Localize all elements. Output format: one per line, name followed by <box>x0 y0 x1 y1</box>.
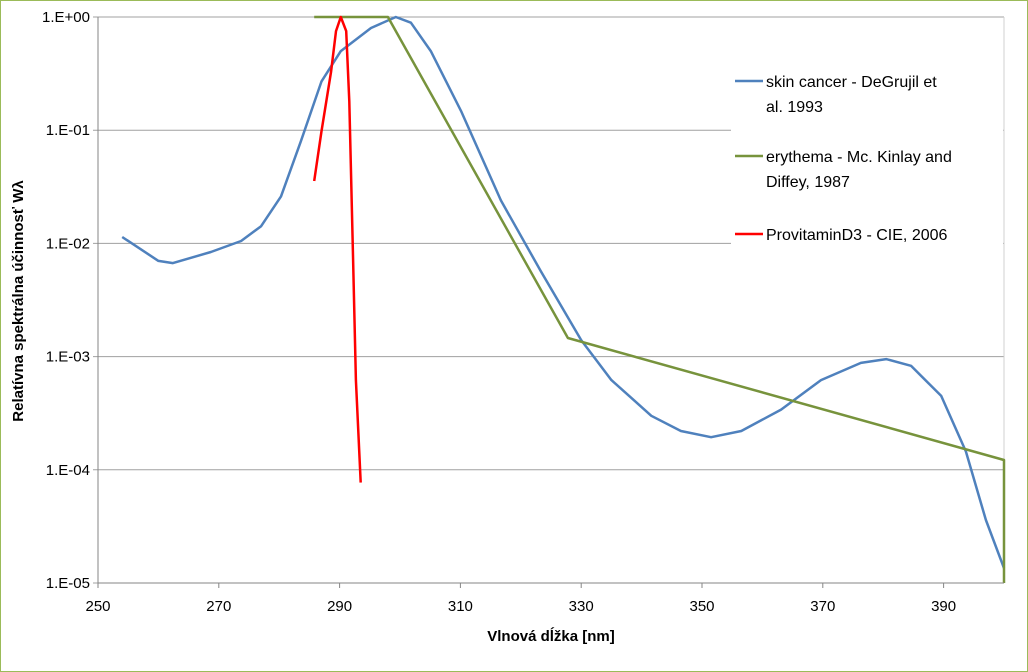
y-tick-label: 1.E+00 <box>42 9 90 26</box>
legend-label: erythema - Mc. Kinlay and <box>766 149 952 166</box>
x-tick-label: 250 <box>85 598 110 615</box>
legend: skin cancer - DeGrujil et al. 1993 erythem… <box>735 74 952 244</box>
y-tick-label: 1.E-04 <box>46 462 90 479</box>
legend-background <box>731 61 1003 261</box>
x-tick-label: 390 <box>931 598 956 615</box>
legend-label: al. 1993 <box>766 99 823 116</box>
legend-label: ProvitaminD3 - CIE, 2006 <box>766 227 948 244</box>
y-axis-label: Relatívna spektrálna účinnosť Wλ <box>10 180 27 422</box>
x-tick-label: 370 <box>810 598 835 615</box>
x-axis-label: Vlnová dĺžka [nm] <box>487 627 615 645</box>
x-tick-label: 270 <box>206 598 231 615</box>
x-tick-label: 330 <box>569 598 594 615</box>
y-tick-label: 1.E-01 <box>46 122 90 139</box>
legend-label: Diffey, 1987 <box>766 174 850 191</box>
series-line-0 <box>121 15 1006 569</box>
series-line-2 <box>312 15 362 483</box>
y-tick-label: 1.E-05 <box>46 575 90 592</box>
series-line-1 <box>314 15 1006 583</box>
y-tick-label: 1.E-03 <box>46 349 90 366</box>
x-tick-label: 310 <box>448 598 473 615</box>
x-tick-label: 350 <box>689 598 714 615</box>
legend-label: skin cancer - DeGrujil et <box>766 74 937 91</box>
y-tick-label: 1.E-02 <box>46 235 90 252</box>
x-tick-label: 290 <box>327 598 352 615</box>
